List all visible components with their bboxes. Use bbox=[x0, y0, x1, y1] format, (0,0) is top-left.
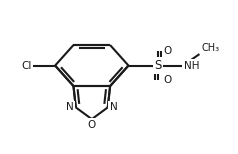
Text: CH₃: CH₃ bbox=[202, 43, 220, 53]
Text: Cl: Cl bbox=[21, 61, 31, 71]
Text: O: O bbox=[163, 75, 172, 85]
Text: N: N bbox=[110, 102, 118, 112]
Text: NH: NH bbox=[184, 61, 200, 71]
Text: N: N bbox=[66, 102, 74, 112]
Text: S: S bbox=[154, 59, 162, 72]
Text: O: O bbox=[163, 46, 172, 56]
Text: O: O bbox=[88, 120, 96, 130]
